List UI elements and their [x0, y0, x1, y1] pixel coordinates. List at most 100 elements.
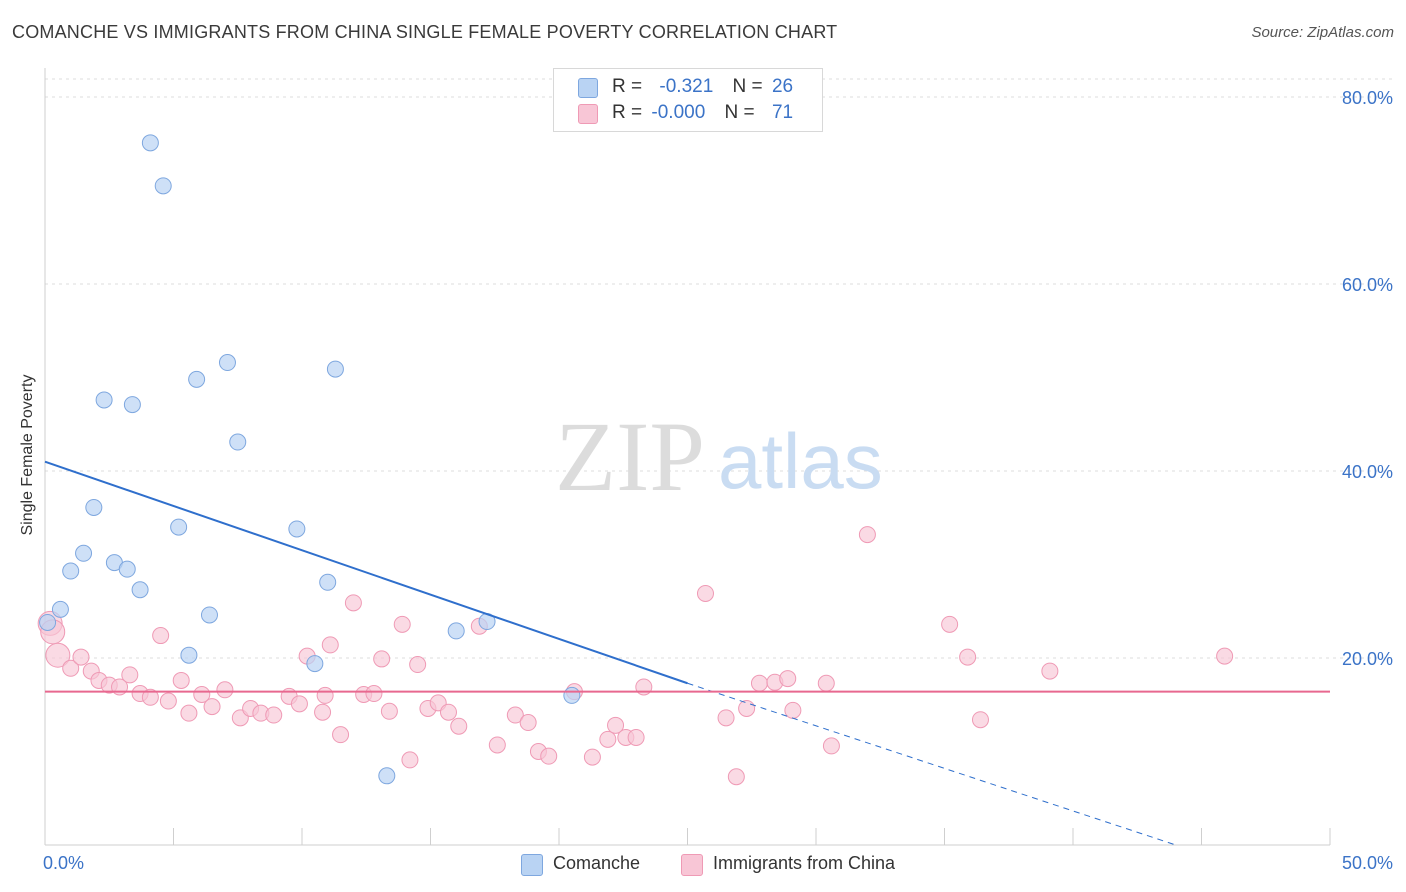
watermark-atlas: atlas: [718, 417, 883, 505]
n-label: N =: [724, 102, 755, 123]
comanche-point: [200, 606, 218, 624]
n-value: 26: [771, 76, 794, 97]
china-point: [401, 751, 419, 769]
china-point: [121, 666, 139, 684]
china-point: [696, 584, 714, 602]
comanche-trend-extension: [687, 682, 1176, 846]
comanche-point: [319, 573, 337, 591]
china-point: [152, 627, 170, 645]
china-point: [488, 736, 506, 754]
china-point: [599, 730, 617, 748]
x-tick-label: 50.0%: [1342, 853, 1393, 873]
comanche-point: [85, 498, 103, 516]
axes: [44, 68, 1331, 846]
china-point: [141, 688, 159, 706]
comanche-point: [288, 520, 306, 538]
china-point: [817, 674, 835, 692]
watermark-zip: ZIP: [555, 401, 705, 512]
china-point: [779, 670, 797, 688]
r-value: -0.321: [659, 76, 714, 97]
china-point: [365, 685, 383, 703]
china-point: [540, 747, 558, 765]
comanche-point: [75, 544, 93, 562]
china-point: [959, 648, 977, 666]
trend-lines: [44, 460, 1330, 846]
china-point: [265, 706, 283, 724]
comanche-trend-line: [44, 460, 688, 685]
china-point: [72, 648, 90, 666]
comanche-point: [188, 370, 206, 388]
china-point: [216, 681, 234, 699]
china-point: [373, 650, 391, 668]
comanche-point: [131, 581, 149, 599]
china-point: [971, 711, 989, 729]
china-point: [321, 636, 339, 654]
china-point: [409, 656, 427, 674]
comanche-point: [306, 655, 324, 673]
y-tick-label: 20.0%: [1342, 649, 1393, 669]
comanche-swatch: [521, 854, 543, 876]
china-point: [519, 714, 537, 732]
r-label: R =: [612, 102, 643, 123]
comanche-point: [62, 562, 80, 580]
china-point: [314, 703, 332, 721]
legend-row-text: R = -0.000 N = 71: [612, 102, 793, 124]
series-china-points: [37, 526, 1234, 786]
legend-label-comanche: Comanche: [553, 853, 641, 873]
y-tick-label: 40.0%: [1342, 462, 1393, 482]
comanche-point: [447, 622, 465, 640]
comanche-point: [378, 767, 396, 785]
china-point: [180, 704, 198, 722]
y-tick-label: 80.0%: [1342, 88, 1393, 108]
china-point: [203, 698, 221, 716]
comanche-point: [39, 613, 57, 631]
comanche-point: [180, 646, 198, 664]
china-point: [290, 695, 308, 713]
china-point: [332, 726, 350, 744]
comanche-point: [118, 560, 136, 578]
china-point: [193, 685, 211, 703]
china-point: [822, 737, 840, 755]
china-point: [583, 748, 601, 766]
china-point: [172, 671, 190, 689]
comanche-point: [141, 134, 159, 152]
gridlines: [45, 78, 1392, 659]
china-point: [316, 686, 334, 704]
china-point: [62, 659, 80, 677]
china-point: [941, 615, 959, 633]
comanche-point: [563, 686, 581, 704]
comanche-point: [123, 396, 141, 414]
r-value: -0.000: [651, 102, 706, 123]
china-point: [750, 674, 768, 692]
comanche-point: [229, 433, 247, 451]
china-point: [627, 728, 645, 746]
comanche-point: [218, 354, 236, 372]
china-point: [607, 716, 625, 734]
r-label: R =: [612, 76, 643, 97]
n-value: 71: [771, 102, 794, 123]
x-tick-labels: 0.0% 50.0%: [43, 853, 1393, 873]
comanche-swatch: [578, 78, 598, 98]
source-label: Source: ZipAtlas.com: [1251, 24, 1394, 41]
watermark: ZIP atlas: [555, 401, 883, 512]
correlation-legend: R = -0.321 N = 26 R = -0.000 N = 71: [553, 68, 823, 132]
legend-label-china: Immigrants from China: [713, 853, 896, 873]
comanche-point: [95, 391, 113, 409]
china-point: [1216, 647, 1234, 665]
comanche-point: [51, 600, 69, 618]
china-point: [1041, 662, 1059, 680]
china-point: [727, 768, 745, 786]
china-point: [450, 717, 468, 735]
china-point: [159, 692, 177, 710]
china-point: [738, 699, 756, 717]
n-label: N =: [732, 76, 763, 97]
china-point: [439, 703, 457, 721]
chart-title: COMANCHE VS IMMIGRANTS FROM CHINA SINGLE…: [12, 22, 838, 42]
x-tick-label: 0.0%: [43, 853, 84, 873]
y-tick-labels: 20.0% 40.0% 60.0% 80.0%: [1342, 88, 1393, 669]
china-swatch: [578, 104, 598, 124]
china-point: [858, 526, 876, 544]
china-point: [344, 594, 362, 612]
comanche-point: [170, 518, 188, 536]
